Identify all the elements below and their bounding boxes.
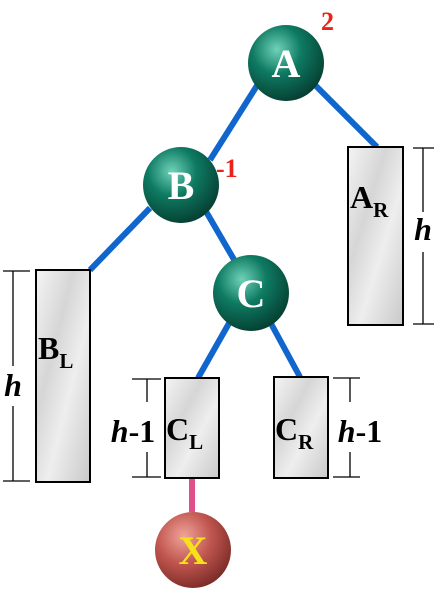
node-x: X — [155, 512, 231, 588]
node-c: C — [213, 255, 289, 331]
subtree-ar: AR — [347, 146, 404, 326]
node-b-balance: -1 — [216, 154, 238, 183]
height-label-cr: h-1 — [338, 413, 382, 449]
subtree-ar-label: AR — [350, 179, 389, 222]
edge-c-cl — [195, 316, 235, 380]
height-bracket-bl: h — [3, 270, 30, 482]
subtree-cl: CL — [164, 377, 220, 479]
node-b-label: B — [168, 163, 195, 208]
subtree-cr-label: CR — [275, 411, 314, 454]
node-a-balance: 2 — [321, 7, 334, 36]
subtree-cr: CR — [273, 376, 329, 479]
edge-b-bl — [87, 205, 153, 273]
edge-a-ar — [309, 79, 380, 150]
node-c-label: C — [237, 271, 266, 316]
node-a: A 2 — [248, 7, 334, 101]
tree-edges — [87, 79, 380, 512]
node-x-label: X — [179, 528, 208, 573]
height-bracket-cr: h-1 — [333, 377, 382, 478]
edge-a-b — [207, 82, 261, 162]
subtree-bl: BL — [35, 269, 91, 483]
height-label-bl: h — [4, 367, 22, 403]
height-bracket-ar: h — [413, 147, 434, 325]
subtree-bl-label: BL — [38, 330, 73, 373]
height-label-ar: h — [414, 211, 432, 247]
edge-c-cr — [265, 316, 303, 379]
height-label-cl: h-1 — [111, 413, 155, 449]
node-b: B -1 — [143, 147, 238, 223]
height-bracket-cl: h-1 — [111, 378, 161, 478]
subtree-cl-label: CL — [166, 411, 203, 454]
node-a-label: A — [272, 41, 301, 86]
edge-b-c — [201, 206, 239, 265]
